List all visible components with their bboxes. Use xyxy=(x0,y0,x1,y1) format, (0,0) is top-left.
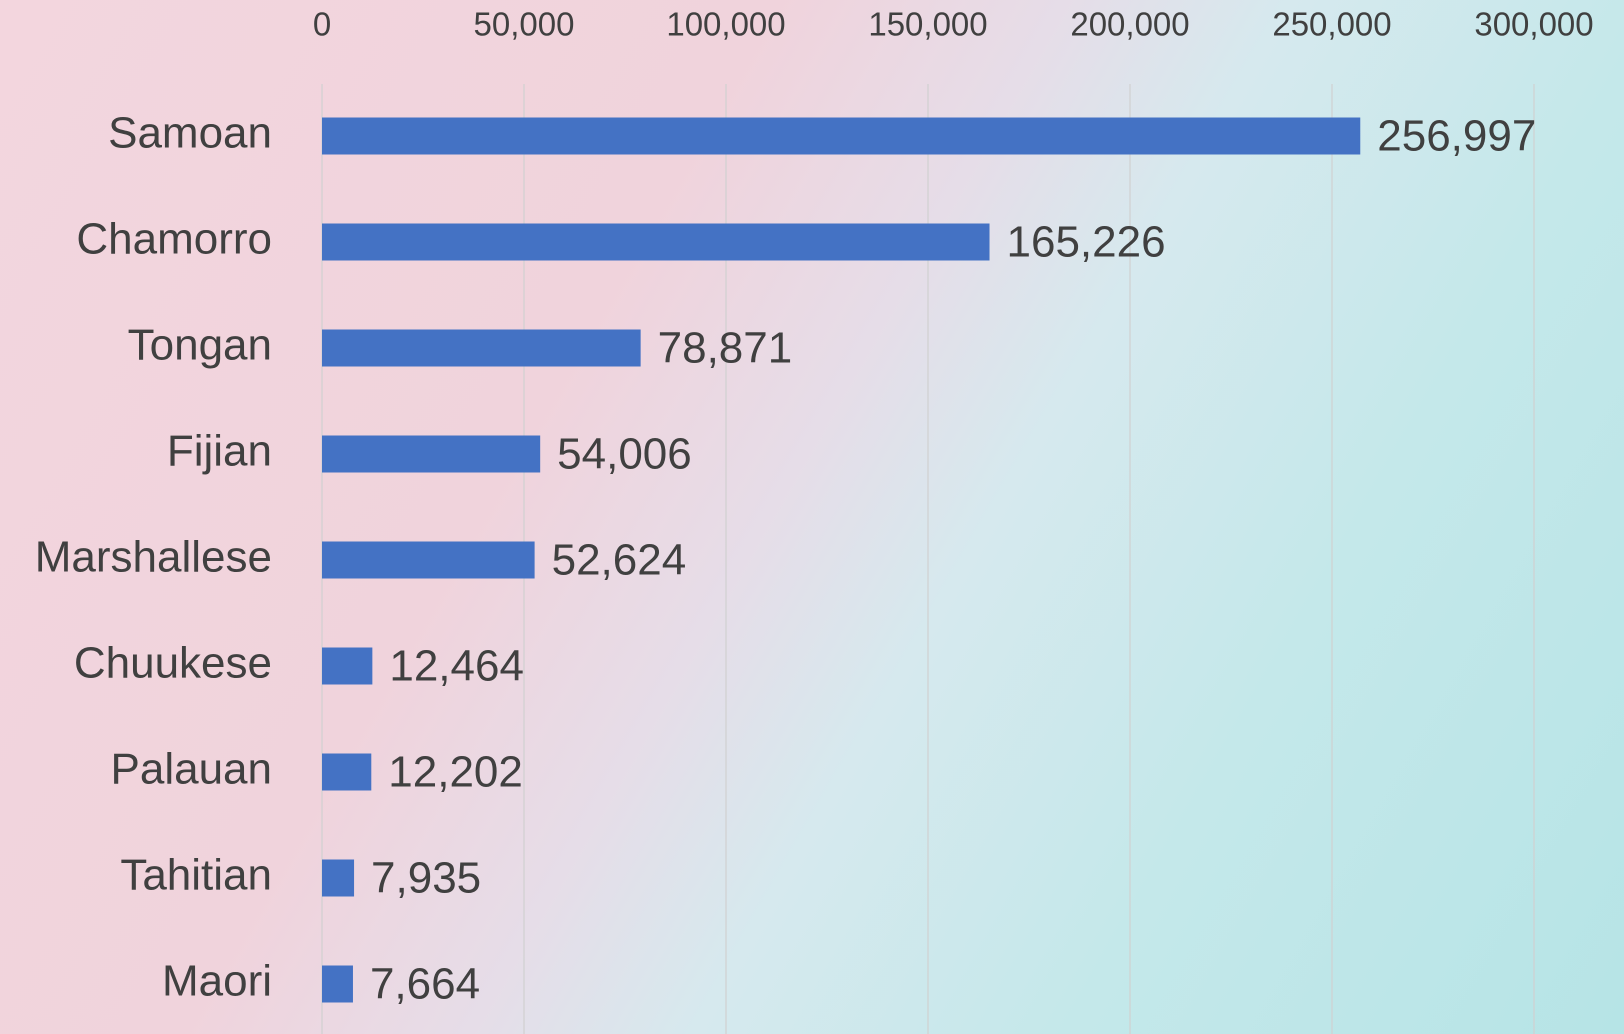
data-label: 165,226 xyxy=(1007,218,1166,267)
y-tick-label: Samoan xyxy=(108,109,272,158)
data-label: 52,624 xyxy=(552,536,687,585)
bar xyxy=(322,435,541,473)
bar xyxy=(322,117,1361,155)
x-tick-label: 50,000 xyxy=(474,6,575,43)
x-tick-label: 250,000 xyxy=(1272,6,1391,43)
y-tick-label: Chamorro xyxy=(76,215,272,264)
bar xyxy=(322,753,372,791)
data-label: 12,202 xyxy=(388,748,523,797)
y-tick-label: Tahitian xyxy=(120,851,272,900)
data-label: 7,664 xyxy=(370,960,480,1009)
y-tick-label: Tongan xyxy=(128,321,272,370)
bar xyxy=(322,541,535,579)
x-tick-label: 0 xyxy=(313,6,331,43)
data-label: 7,935 xyxy=(371,854,481,903)
x-tick-label: 200,000 xyxy=(1070,6,1189,43)
data-label: 54,006 xyxy=(557,430,692,479)
y-tick-label: Maori xyxy=(162,957,272,1006)
bar xyxy=(322,223,990,261)
data-label: 78,871 xyxy=(658,324,793,373)
x-tick-label: 300,000 xyxy=(1474,6,1593,43)
y-tick-label: Palauan xyxy=(111,745,272,794)
bar xyxy=(322,965,353,1003)
data-label: 12,464 xyxy=(389,642,524,691)
y-tick-label: Marshallese xyxy=(35,533,272,582)
x-tick-label: 150,000 xyxy=(868,6,987,43)
bar xyxy=(322,647,373,685)
y-tick-label: Chuukese xyxy=(74,639,272,688)
bar xyxy=(322,329,641,367)
data-label: 256,997 xyxy=(1377,112,1536,161)
y-tick-label: Fijian xyxy=(167,427,272,476)
x-tick-label: 100,000 xyxy=(666,6,785,43)
bar xyxy=(322,859,355,897)
